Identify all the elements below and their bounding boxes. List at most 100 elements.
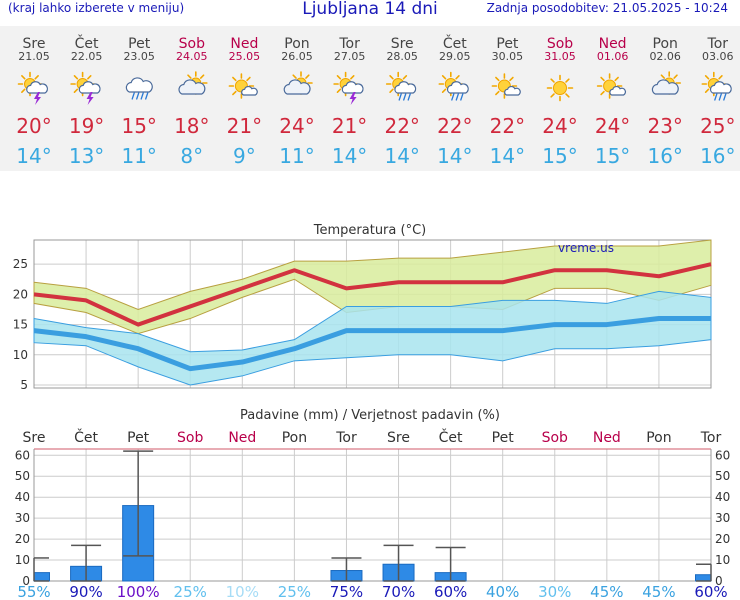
min-temp: 9° (233, 144, 256, 168)
sun-small-cloud-icon (596, 73, 626, 99)
menu-hint: (kraj lahko izberete v meniju) (8, 1, 185, 15)
precip-probability: 45% (642, 583, 675, 600)
partly-cloudy-rain-icon (438, 71, 469, 101)
y-tick-label: 15 (13, 318, 28, 332)
max-temp: 21° (332, 114, 367, 138)
day-date: 29.05 (439, 50, 471, 63)
y-tick-label-right: 30 (715, 511, 730, 525)
max-temp: 24° (542, 114, 577, 138)
min-temp: 14° (384, 144, 419, 168)
sun-ray (402, 75, 408, 80)
error-bar (383, 544, 414, 582)
cloud-shape (341, 81, 364, 94)
sun-ray (509, 76, 514, 82)
lightning-bolt (86, 92, 94, 105)
sun-ray (389, 88, 394, 93)
day-name: Sob (179, 36, 205, 52)
sun-ray (336, 75, 342, 80)
partly-cloudy-thunder-icon (17, 71, 49, 105)
x-tick-label: Pon (646, 430, 671, 446)
sun-ray (550, 93, 555, 98)
min-temp: 15° (542, 144, 577, 168)
sun-icon (546, 74, 574, 102)
precip-probability: 45% (590, 583, 623, 600)
precip-probability: 55% (17, 583, 50, 600)
y-tick-label-right: 0 (715, 574, 723, 588)
y-tick-label-right: 20 (715, 532, 730, 546)
rain-drop (398, 93, 402, 101)
rain-drop (451, 93, 455, 101)
sun-small-cloud-icon (228, 73, 258, 99)
rain-drop (136, 92, 140, 100)
day-name: Tor (707, 36, 729, 52)
partly-cloudy-thunder-icon (70, 71, 101, 105)
sun-ray (21, 88, 26, 93)
sun-ray (336, 88, 342, 93)
y-tick-label-right: 60 (715, 448, 730, 462)
x-tick-label: Sob (177, 430, 203, 446)
partly-cloudy-rain-icon (701, 71, 732, 101)
max-temp: 22° (384, 114, 419, 138)
cloud-shape (609, 85, 626, 96)
x-tick-label: Ned (228, 430, 256, 446)
max-temp: 18° (174, 114, 209, 138)
error-bar (123, 450, 154, 557)
cloud-shape (178, 79, 206, 95)
precip-probability: 25% (174, 583, 207, 600)
max-temp: 24° (595, 114, 630, 138)
sun-ray (704, 88, 710, 93)
day-date: 24.05 (176, 50, 208, 63)
lightning-bolt (34, 92, 41, 105)
page-title: Ljubljana 14 dni (302, 0, 438, 19)
rain-drop (460, 93, 464, 101)
lightning-bolt (349, 92, 357, 105)
cloud-shape (26, 81, 49, 94)
x-tick-label: Sre (23, 430, 46, 446)
y-tick-label-right: 40 (715, 490, 730, 504)
sun-ray (495, 90, 500, 96)
rain-drop (455, 93, 459, 101)
day-name: Ned (599, 36, 627, 52)
max-temp: 23° (647, 114, 682, 138)
max-temp: 20° (16, 114, 51, 138)
rain-drop (131, 92, 135, 100)
day-date: 28.05 (386, 50, 418, 63)
y-tick-label-right: 10 (715, 553, 730, 567)
max-temp: 15° (121, 114, 156, 138)
y-tick-label: 0 (22, 574, 30, 588)
sun-ray (305, 74, 310, 79)
cloud-shape (78, 81, 101, 94)
cloud-shape (651, 79, 679, 95)
sun-ray (565, 93, 570, 98)
temperature-chart-title: Temperatura (°C) (313, 223, 426, 238)
day-date: 01.06 (597, 50, 629, 63)
y-tick-label: 50 (15, 469, 30, 483)
watermark: vreme.us (558, 241, 614, 255)
sun-ray (495, 76, 500, 82)
sun-ray (660, 74, 666, 79)
min-temp: 15° (595, 144, 630, 168)
day-date: 02.06 (649, 50, 681, 63)
rain-drop (714, 93, 718, 101)
x-tick-label: Ned (593, 430, 621, 446)
cloud-shape (709, 81, 732, 94)
error-bar (696, 563, 712, 582)
rain-drop (723, 93, 727, 101)
precip-probability: 70% (382, 583, 415, 600)
day-date: 27.05 (334, 50, 366, 63)
sun-ray (565, 78, 570, 83)
cloud-shape (283, 79, 311, 95)
precipitation-chart-title: Padavine (mm) / Verjetnost padavin (%) (240, 408, 500, 423)
y-tick-label: 10 (15, 553, 30, 567)
day-name: Pet (128, 36, 151, 52)
rain-drop (145, 92, 149, 100)
day-date: 22.05 (71, 50, 103, 63)
sun-disc (553, 81, 567, 95)
